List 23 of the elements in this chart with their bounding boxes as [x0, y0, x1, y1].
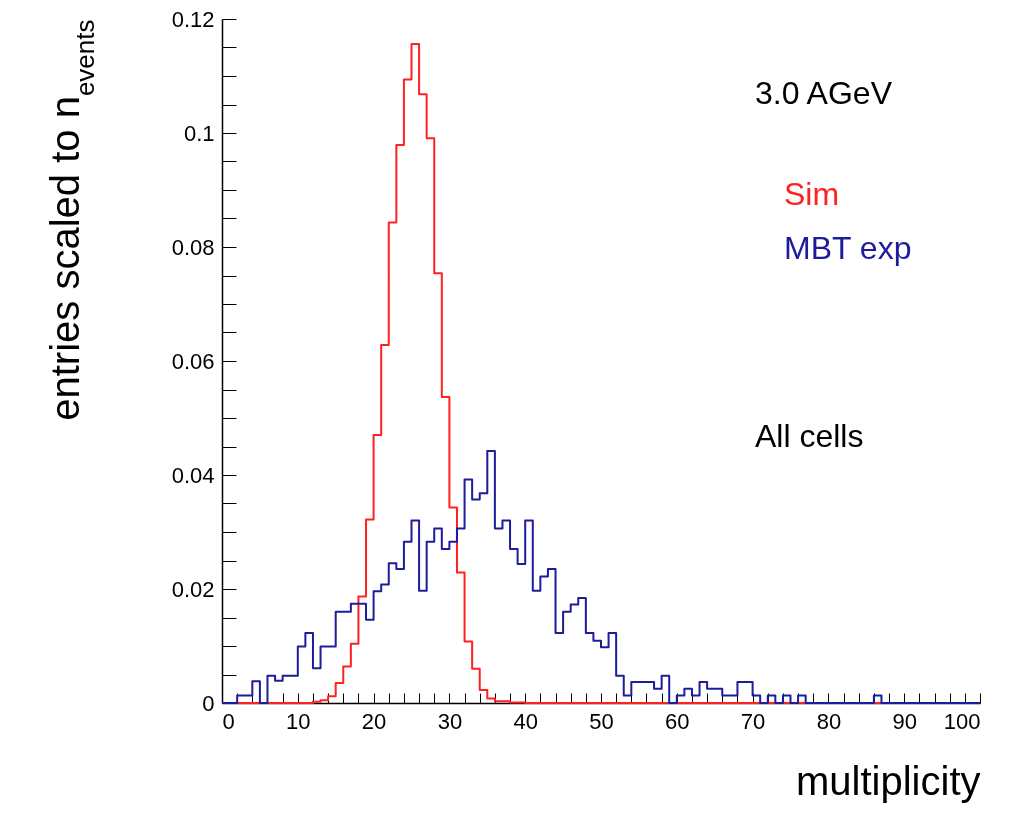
text: Sim [784, 176, 840, 212]
y-tick-label: 0.04 [171, 462, 215, 488]
annotation: All cells [755, 418, 864, 454]
x-tick-label: 60 [665, 708, 690, 734]
x-tick-label: 10 [286, 708, 311, 734]
x-tick-label: 100 [943, 708, 981, 734]
x-tick-label: 30 [437, 708, 463, 734]
y-tick-label: 0 [202, 690, 215, 716]
x-tick-label: 50 [589, 708, 614, 734]
x-axis-title: multiplicity [796, 758, 981, 803]
text: MBT exp [784, 230, 912, 266]
x-tick-label: 90 [892, 708, 917, 734]
x-tick-label: 40 [513, 708, 538, 734]
y-tick-label: 0.02 [171, 576, 215, 602]
y-tick-label: 0.12 [171, 6, 215, 32]
x-tick-label: 20 [361, 708, 387, 734]
x-tick-label: 80 [816, 708, 842, 734]
y-tick-label: 0.1 [183, 120, 215, 146]
y-tick-label: 0.08 [171, 234, 215, 260]
y-tick-label: 0.06 [171, 348, 215, 374]
x-tick-label: 70 [740, 708, 766, 734]
annotation: 3.0 AGeV [755, 75, 893, 111]
x-tick-label: 0 [222, 708, 235, 734]
